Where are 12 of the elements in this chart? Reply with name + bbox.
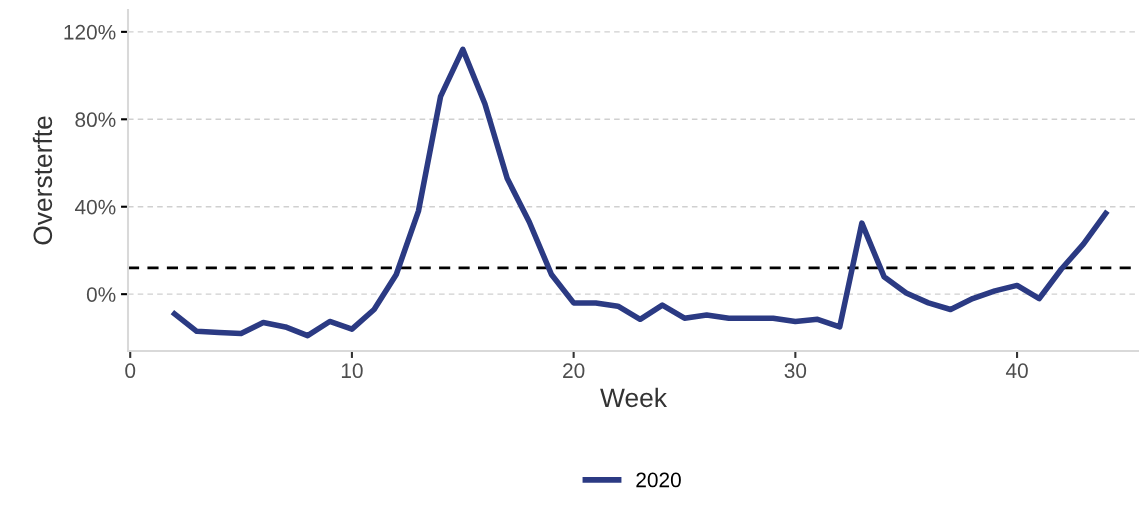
x-tick-label: 30 (784, 363, 807, 379)
x-tick-label: 40 (1005, 363, 1028, 379)
y-tick-label: 40% (74, 199, 116, 215)
legend-label: 2020 (636, 472, 681, 488)
y-axis-title: Oversterfte (32, 116, 53, 245)
x-axis-title: Week (600, 387, 668, 408)
x-tick-label: 10 (341, 363, 363, 379)
y-tick-label: 120% (64, 24, 116, 40)
y-tick-label: 80% (75, 112, 116, 128)
y-tick-label: 0% (86, 287, 116, 302)
x-tick-label: 0 (125, 363, 136, 379)
x-tick-label: 20 (563, 363, 585, 379)
